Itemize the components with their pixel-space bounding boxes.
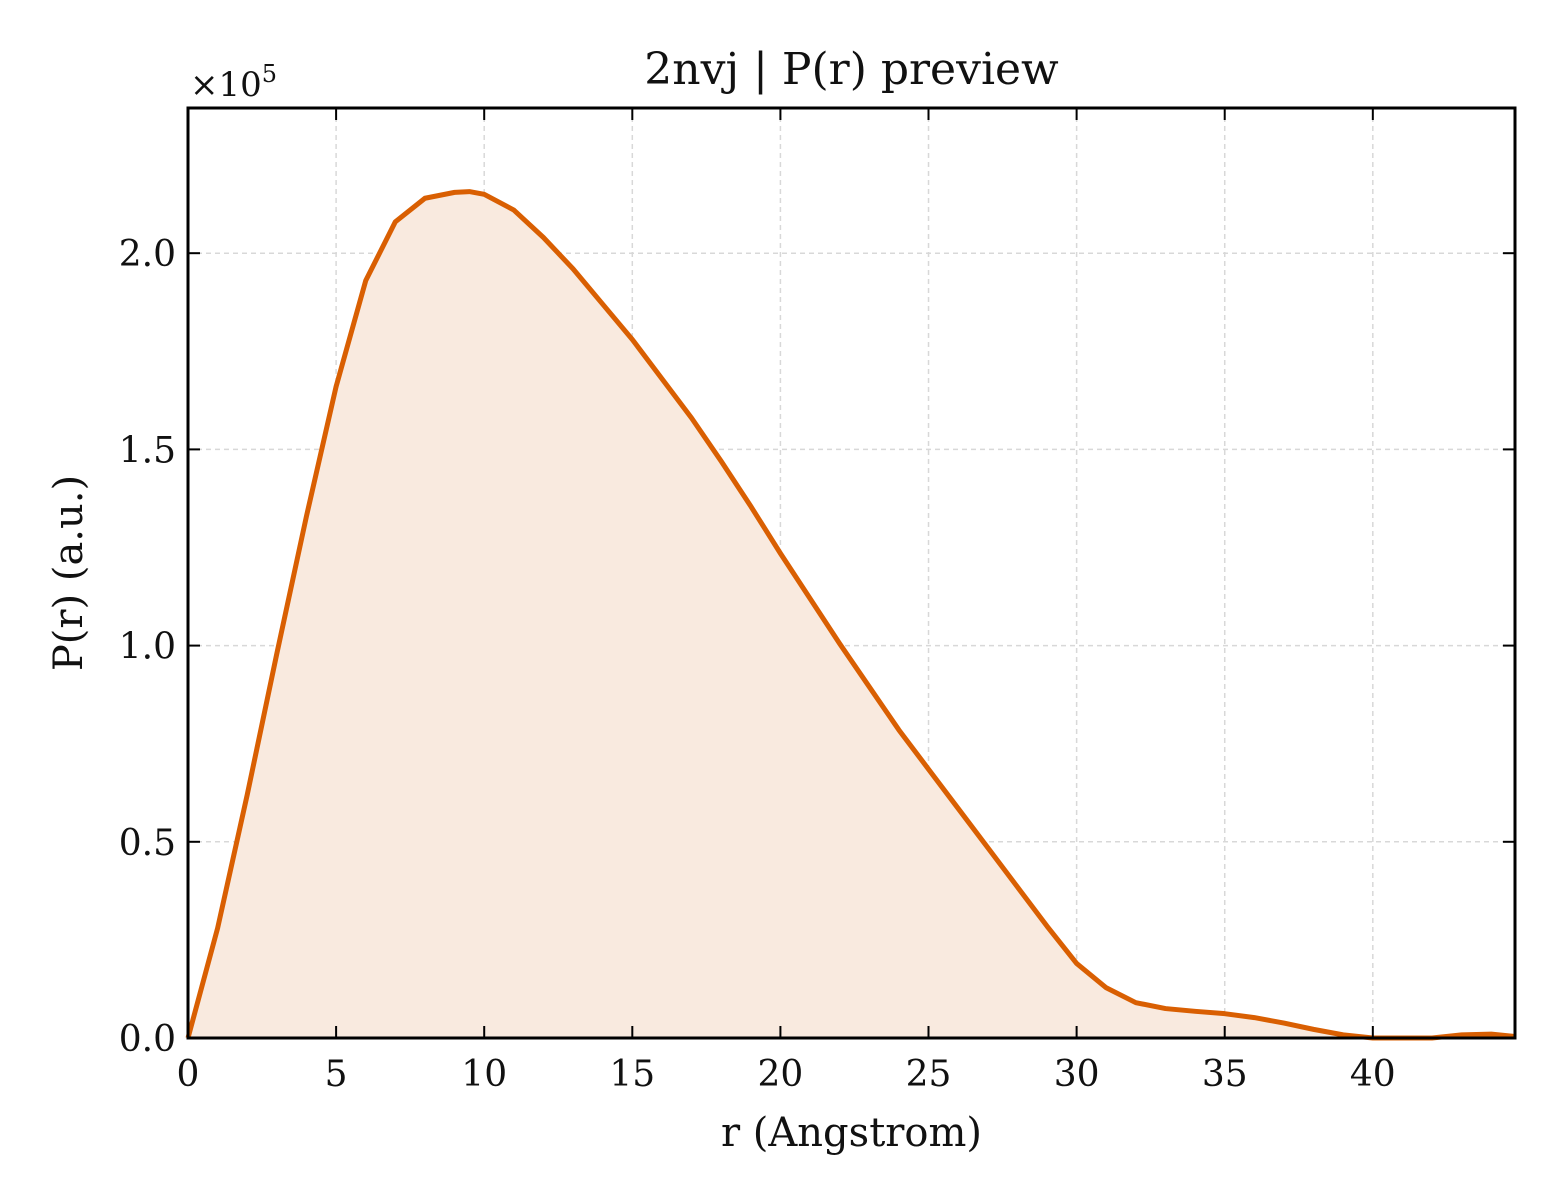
y-scale-offset: ×105 <box>190 60 277 105</box>
chart-title: 2nvj | P(r) preview <box>644 44 1059 95</box>
x-axis-label: r (Angstrom) <box>721 1110 982 1156</box>
area-fill <box>188 191 1515 1038</box>
y-scale-offset-exponent: 5 <box>262 60 277 88</box>
y-tick-label: 0.5 <box>119 823 176 864</box>
y-tick-label: 0.0 <box>119 1019 176 1060</box>
y-tick-label: 2.0 <box>119 234 176 275</box>
plot-frame <box>186 106 1517 1040</box>
x-tick-label: 15 <box>609 1054 655 1095</box>
x-tick-label: 25 <box>906 1054 952 1095</box>
x-tick-label: 10 <box>461 1054 507 1095</box>
y-scale-offset-base: ×10 <box>190 65 262 105</box>
series-line <box>185 189 1516 1041</box>
x-tick-label: 40 <box>1350 1054 1396 1095</box>
x-tick-label: 30 <box>1054 1054 1100 1095</box>
x-tick-label: 20 <box>758 1054 804 1095</box>
y-axis-label: P(r) (a.u.) <box>46 475 92 671</box>
x-tick-label: 5 <box>325 1054 348 1095</box>
x-tick-label: 0 <box>177 1054 200 1095</box>
y-tick-label: 1.0 <box>119 627 176 668</box>
x-tick-label: 35 <box>1202 1054 1248 1095</box>
y-tick-label: 1.5 <box>119 430 176 471</box>
ticks: 0 5 10 15 20 25 30 35 40 0.0 0.5 1.0 1.5 2.0 <box>119 108 1515 1095</box>
